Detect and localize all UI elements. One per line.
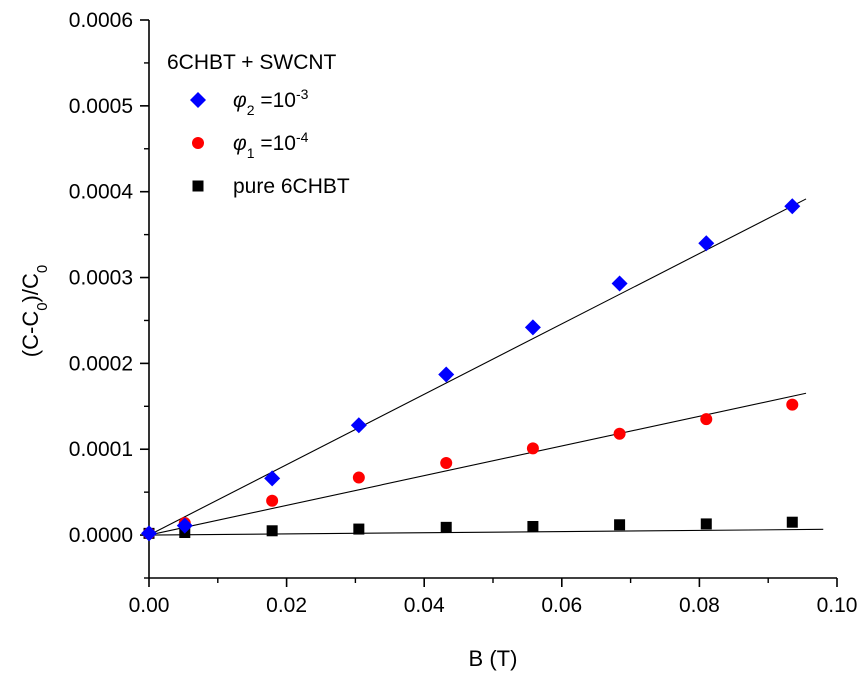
y-tick-label: 0.0005 (69, 95, 133, 118)
data-point (352, 471, 365, 484)
axes: 0.00 0.02 0.04 0.06 0.08 0.10 0.0000 0.0001 0.00… (18, 9, 857, 671)
data-point (440, 521, 452, 533)
data-point (264, 470, 281, 487)
y-tick-label: 0.0001 (69, 438, 133, 461)
y-tick-label: 0.0000 (69, 524, 133, 547)
y-tick-label: 0.0006 (69, 9, 133, 32)
fit-lines (148, 198, 824, 536)
y-tick-label: 0.0002 (69, 352, 133, 375)
data-point (527, 520, 539, 532)
legend: 6CHBT + SWCNT φ2 =10-3 φ1 =10-4 pure 6CHBT (167, 51, 350, 198)
x-tick-label: 0.08 (679, 594, 720, 617)
x-tick-label: 0.02 (266, 594, 307, 617)
data-point (698, 235, 715, 252)
data-point (266, 525, 278, 537)
y-tick-label: 0.0003 (69, 267, 133, 290)
data-point (141, 525, 157, 542)
legend-label: φ2 =10-3 (233, 86, 309, 118)
legend-marker (192, 180, 204, 192)
data-point (438, 366, 455, 383)
data-point (786, 398, 799, 411)
data-point (613, 427, 626, 440)
x-tick-label: 0.00 (129, 594, 170, 617)
x-tick-label: 0.10 (817, 594, 858, 617)
data-point (614, 519, 626, 531)
data-point (440, 456, 453, 469)
x-axis-title: B (T) (469, 646, 518, 671)
data-point (786, 516, 798, 528)
fit-line (148, 392, 807, 536)
x-tick-label: 0.06 (541, 594, 582, 617)
data-point (526, 442, 539, 455)
y-tick-label: 0.0004 (69, 181, 134, 204)
fit-line (148, 198, 807, 536)
data-point (524, 319, 541, 336)
data-point (176, 517, 193, 534)
legend-marker (190, 92, 206, 108)
data-point (784, 198, 801, 215)
data-point (266, 494, 279, 507)
legend-title: 6CHBT + SWCNT (167, 51, 337, 74)
fit-line (148, 528, 824, 536)
data-point (700, 413, 713, 426)
legend-label: φ1 =10-4 (233, 129, 309, 161)
data-point (350, 417, 367, 434)
data-point (700, 518, 712, 530)
data-point (611, 275, 628, 292)
data-point (353, 523, 365, 535)
y-axis-title: (C-C0)/C0 (18, 265, 51, 357)
legend-marker (192, 137, 204, 149)
data-points (141, 198, 801, 542)
x-tick-label: 0.04 (404, 594, 445, 617)
legend-label: pure 6CHBT (233, 175, 350, 198)
